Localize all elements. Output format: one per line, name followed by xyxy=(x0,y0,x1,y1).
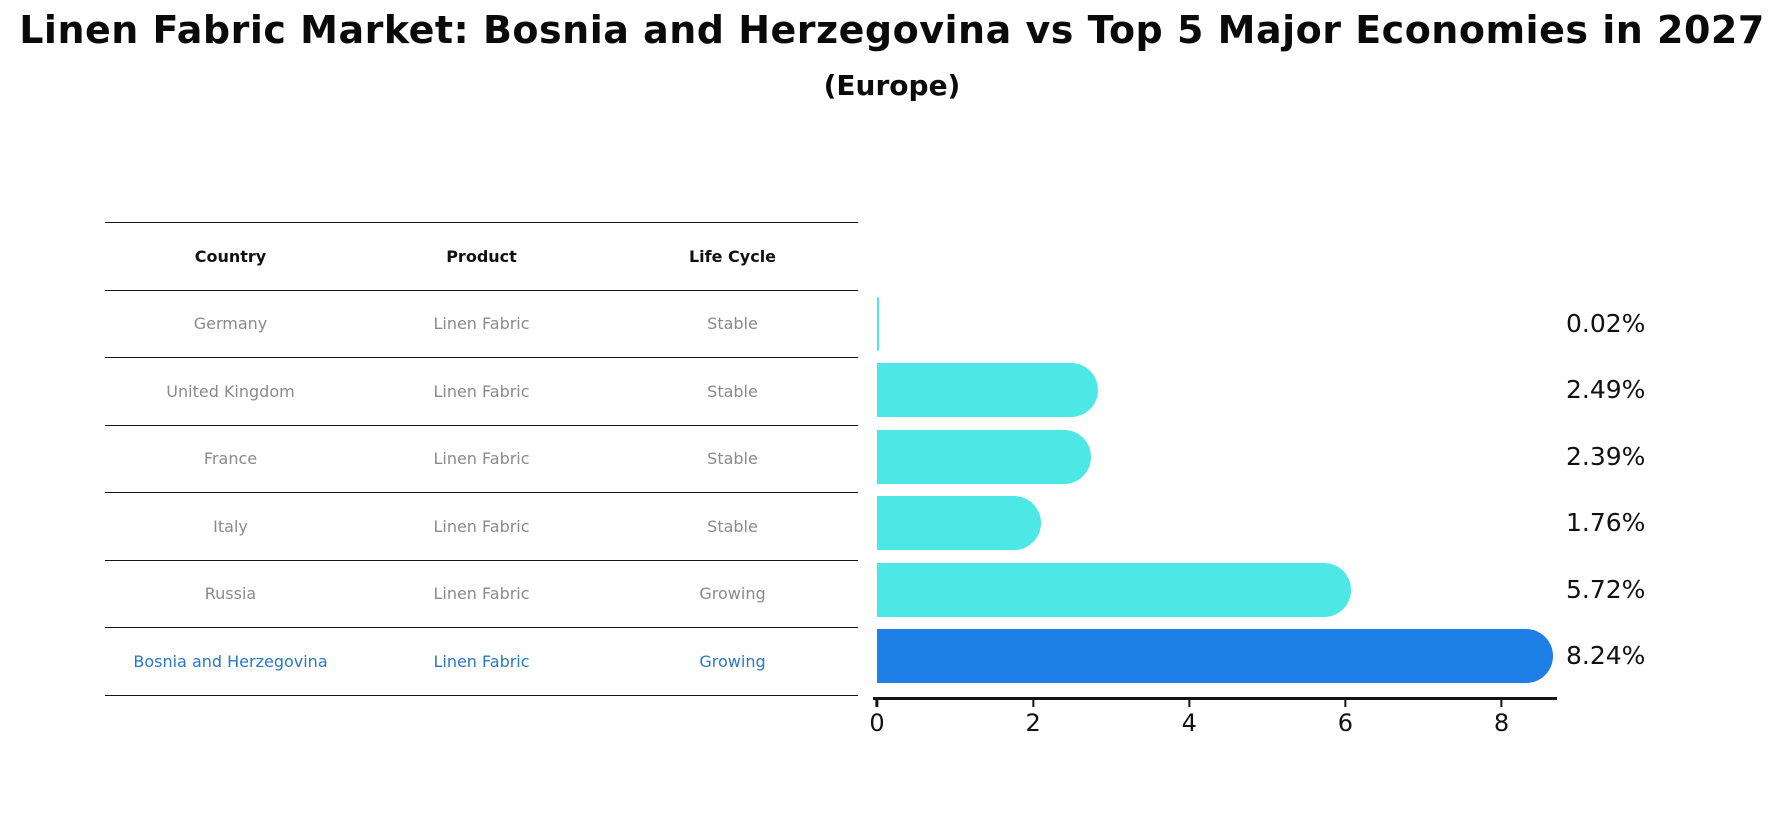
cell-product: Linen Fabric xyxy=(433,516,530,536)
cell-country: Germany xyxy=(193,314,268,334)
bar-row xyxy=(877,496,1042,550)
cell-country: Bosnia and Herzegovina xyxy=(133,651,328,671)
cell-product: Linen Fabric xyxy=(433,651,530,671)
bar-row xyxy=(877,629,1554,683)
bar-chart: 0.02% 2.49% 2.39% 1.76% 5.72% 8.24% 0 2 … xyxy=(869,297,1645,736)
tick-label: 0 xyxy=(869,709,885,737)
tick-label: 2 xyxy=(1025,709,1041,737)
cell-country: France xyxy=(203,449,258,469)
cell-country: Russia xyxy=(204,584,257,604)
table-row: Russia Linen Fabric Growing xyxy=(105,561,858,628)
value-label: 2.49% xyxy=(1566,375,1646,404)
value-label: 0.02% xyxy=(1566,309,1646,338)
cell-life-cycle: Growing xyxy=(699,651,766,671)
value-label: 2.39% xyxy=(1566,442,1646,471)
tick-label: 4 xyxy=(1181,709,1197,737)
cell-life-cycle: Growing xyxy=(699,584,766,604)
table-row: Italy Linen Fabric Stable xyxy=(105,493,858,561)
cell-life-cycle: Stable xyxy=(707,449,758,469)
bar-row xyxy=(877,563,1351,617)
x-axis-line xyxy=(873,697,1557,700)
bar-row xyxy=(877,297,879,351)
country-table: Country Product Life Cycle Germany Linen… xyxy=(105,222,858,696)
bar-row xyxy=(877,363,1099,417)
x-axis-tick: 6 xyxy=(1338,697,1353,736)
value-label: 8.24% xyxy=(1566,641,1646,670)
cell-country: United Kingdom xyxy=(166,381,295,401)
tick-label: 8 xyxy=(1493,709,1510,737)
x-axis-tick: 2 xyxy=(1025,697,1041,737)
x-axis-tick: 0 xyxy=(869,697,885,737)
table-row: United Kingdom Linen Fabric Stable xyxy=(105,358,858,426)
cell-life-cycle: Stable xyxy=(707,314,758,334)
x-axis-tick: 4 xyxy=(1182,697,1197,736)
tick-mark xyxy=(1031,697,1035,707)
cell-product: Linen Fabric xyxy=(433,314,530,334)
tick-mark xyxy=(1500,697,1503,707)
cell-life-cycle: Stable xyxy=(707,516,758,536)
bar-row xyxy=(877,430,1091,484)
table-row: Germany Linen Fabric Stable xyxy=(105,291,858,358)
bar-france xyxy=(877,430,1091,484)
bar-russia xyxy=(877,563,1351,617)
value-label: 5.72% xyxy=(1566,575,1646,604)
value-label: 1.76% xyxy=(1566,508,1646,537)
cell-product: Linen Fabric xyxy=(433,381,530,401)
chart-title: Linen Fabric Market: Bosnia and Herzegov… xyxy=(19,8,1765,52)
chart-subtitle: (Europe) xyxy=(823,69,961,102)
table-header-row: Country Product Life Cycle xyxy=(105,223,858,291)
cell-life-cycle: Stable xyxy=(707,381,758,401)
cell-country: Italy xyxy=(213,516,248,536)
cell-product: Linen Fabric xyxy=(433,584,530,604)
tick-mark xyxy=(1344,697,1347,707)
table-row-highlighted: Bosnia and Herzegovina Linen Fabric Grow… xyxy=(105,628,858,696)
tick-mark xyxy=(875,697,879,707)
table-row: France Linen Fabric Stable xyxy=(105,426,858,493)
x-axis-tick: 8 xyxy=(1494,697,1509,736)
bar-united-kingdom xyxy=(877,363,1099,417)
bar-italy xyxy=(877,496,1042,550)
tick-mark xyxy=(1188,697,1191,707)
col-header-country: Country xyxy=(194,246,267,266)
tick-label: 6 xyxy=(1337,709,1353,737)
col-header-life-cycle: Life Cycle xyxy=(688,246,777,266)
bar-bosnia-and-herzegovina xyxy=(877,629,1554,683)
cell-product: Linen Fabric xyxy=(433,449,530,469)
bar-germany xyxy=(877,297,879,351)
col-header-product: Product xyxy=(446,246,517,266)
